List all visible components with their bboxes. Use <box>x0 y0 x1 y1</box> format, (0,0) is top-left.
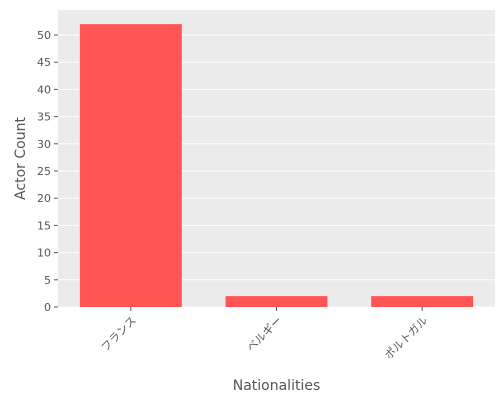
y-tick-label: 20 <box>37 192 51 205</box>
y-tick-label: 45 <box>37 56 51 69</box>
y-tick-label: 0 <box>44 301 51 314</box>
x-axis-title: Nationalities <box>233 378 321 394</box>
x-tick-label: フランス <box>99 314 139 354</box>
bar <box>79 24 182 308</box>
y-axis-title: Actor Count <box>13 117 29 200</box>
bar <box>225 296 328 307</box>
x-axis-ticks: フランス ベルギー ポルトガル <box>99 307 430 362</box>
y-tick-label: 50 <box>37 29 51 42</box>
bar <box>371 296 474 307</box>
y-tick-label: 40 <box>37 83 51 96</box>
bars <box>79 24 474 308</box>
y-tick-label: 5 <box>44 274 51 287</box>
y-tick-label: 10 <box>37 247 51 260</box>
x-tick-label: ベルギー <box>244 314 284 354</box>
y-tick-label: 30 <box>37 138 51 151</box>
y-tick-label: 15 <box>37 219 51 232</box>
x-tick-label: ポルトガル <box>382 314 430 362</box>
y-axis-ticks: 0 5 10 15 20 25 30 35 40 45 50 <box>37 29 58 314</box>
y-tick-label: 35 <box>37 111 51 124</box>
y-tick-label: 25 <box>37 165 51 178</box>
